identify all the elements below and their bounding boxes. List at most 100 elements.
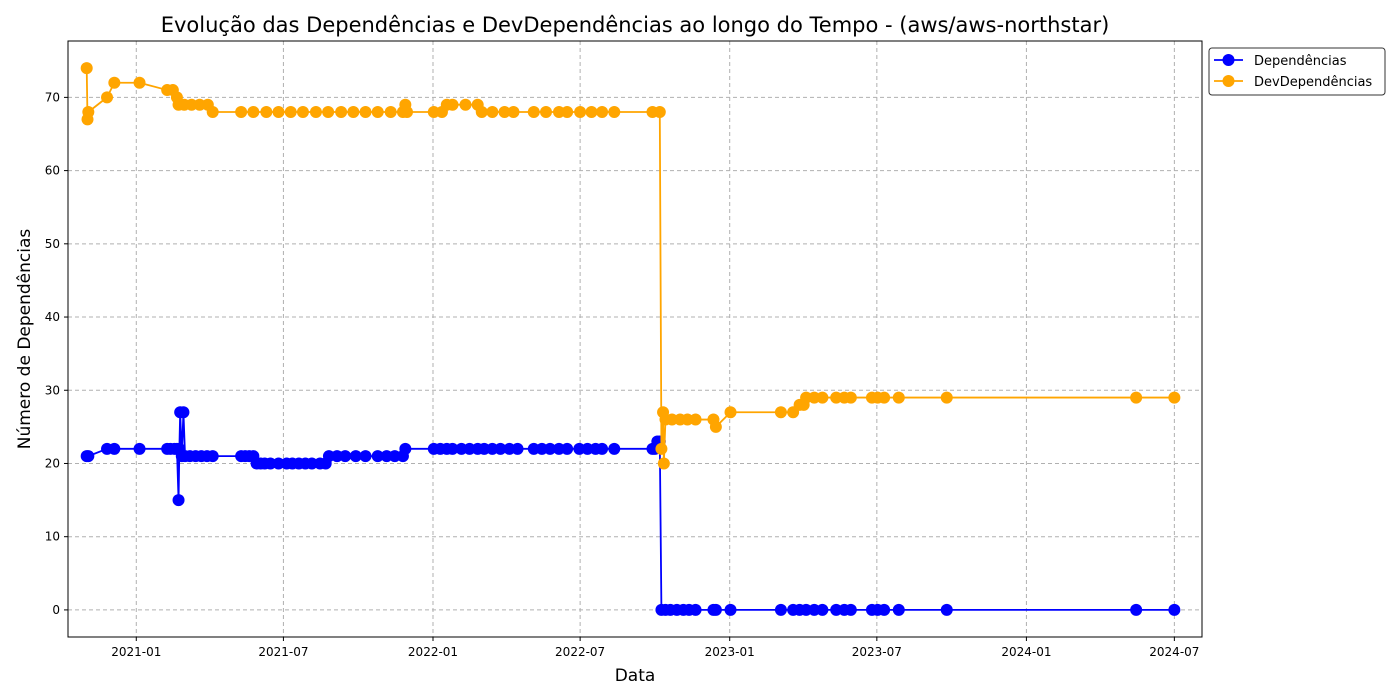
x-axis: 2021-01 2021-07 2022-01 2022-07 2023-01 2023-… (111, 637, 1199, 659)
data-point-devdependencias (108, 76, 121, 89)
x-axis-title: Data (615, 666, 656, 686)
data-point-devdependencias (459, 98, 472, 111)
series-dependencias (80, 406, 1181, 616)
data-point-dependencias (940, 603, 953, 616)
series-group (80, 62, 1181, 616)
legend-box (1208, 47, 1386, 96)
data-point-devdependencias (384, 106, 397, 119)
plot-frame (67, 40, 1203, 638)
y-axis-title: Número de Dependências (15, 229, 35, 450)
data-point-devdependencias (371, 106, 384, 119)
data-point-devdependencias (359, 106, 372, 119)
legend-marker-devdependencias (1222, 75, 1235, 87)
chart-title: Evolução das Dependências e DevDependênc… (161, 13, 1110, 37)
data-point-dependencias (561, 442, 574, 455)
data-point-devdependencias (206, 106, 219, 119)
data-point-dependencias (108, 442, 121, 455)
data-point-devdependencias (1168, 391, 1181, 404)
data-point-dependencias (133, 442, 146, 455)
data-point-dependencias (446, 442, 459, 455)
data-point-dependencias (206, 450, 219, 463)
y-tick-label: 70 (45, 90, 60, 104)
data-point-dependencias (892, 603, 905, 616)
data-point-devdependencias (527, 106, 540, 119)
data-point-dependencias (844, 603, 857, 616)
data-point-devdependencias (940, 391, 953, 404)
data-point-dependencias (816, 603, 829, 616)
data-point-devdependencias (309, 106, 322, 119)
x-tick-label: 2022-01 (408, 645, 458, 659)
data-point-dependencias (359, 450, 372, 463)
data-point-devdependencias (133, 76, 146, 89)
data-point-devdependencias (844, 391, 857, 404)
x-tick-label: 2021-01 (111, 645, 161, 659)
data-point-devdependencias (335, 106, 348, 119)
data-point-dependencias (878, 603, 891, 616)
x-tick-label: 2024-01 (1001, 645, 1051, 659)
x-tick-label: 2021-07 (258, 645, 308, 659)
data-point-devdependencias (101, 91, 114, 104)
x-tick-label: 2023-07 (852, 645, 902, 659)
data-point-devdependencias (82, 106, 95, 119)
x-tick-label: 2024-07 (1149, 645, 1199, 659)
data-point-devdependencias (347, 106, 360, 119)
data-point-devdependencias (689, 413, 702, 426)
legend: Dependências DevDependências (1208, 47, 1386, 96)
x-tick-label: 2023-01 (705, 645, 755, 659)
y-tick-label: 50 (45, 237, 60, 251)
y-tick-label: 60 (45, 164, 60, 178)
data-point-devdependencias (655, 442, 668, 455)
data-point-dependencias (608, 442, 621, 455)
data-point-devdependencias (498, 106, 511, 119)
data-point-devdependencias (561, 106, 574, 119)
data-point-devdependencias (585, 106, 598, 119)
data-point-devdependencias (400, 106, 413, 119)
data-point-devdependencias (446, 98, 459, 111)
data-point-dependencias (774, 603, 787, 616)
data-point-devdependencias (284, 106, 297, 119)
data-point-devdependencias (322, 106, 335, 119)
x-tick-label: 2022-07 (555, 645, 605, 659)
data-point-devdependencias (878, 391, 891, 404)
y-tick-label: 40 (45, 310, 60, 324)
data-point-devdependencias (260, 106, 273, 119)
data-point-dependencias (172, 494, 185, 507)
data-point-dependencias (339, 450, 352, 463)
legend-label-dependencias: Dependências (1254, 54, 1347, 69)
data-point-dependencias (511, 442, 524, 455)
data-point-devdependencias (247, 106, 260, 119)
data-point-devdependencias (80, 62, 93, 75)
data-point-dependencias (399, 442, 412, 455)
y-tick-label: 20 (45, 456, 60, 470)
data-point-dependencias (177, 406, 190, 419)
data-point-devdependencias (574, 106, 587, 119)
data-point-dependencias (544, 442, 557, 455)
gridlines (68, 41, 1202, 637)
data-point-devdependencias (235, 106, 248, 119)
data-point-devdependencias (608, 106, 621, 119)
legend-marker-dependencias (1222, 54, 1235, 66)
y-tick-label: 10 (45, 530, 60, 544)
data-point-dependencias (82, 450, 95, 463)
data-point-devdependencias (724, 406, 737, 419)
legend-label-devdependencias: DevDependências (1254, 75, 1372, 90)
data-point-dependencias (724, 603, 737, 616)
data-point-devdependencias (486, 106, 499, 119)
data-point-devdependencias (657, 457, 670, 470)
data-point-devdependencias (709, 420, 722, 433)
data-point-dependencias (494, 442, 507, 455)
data-point-devdependencias (892, 391, 905, 404)
data-point-devdependencias (507, 106, 520, 119)
y-tick-label: 30 (45, 383, 60, 397)
data-point-devdependencias (774, 406, 787, 419)
data-point-devdependencias (653, 106, 666, 119)
data-point-dependencias (1168, 603, 1181, 616)
data-point-dependencias (709, 603, 722, 616)
data-point-devdependencias (816, 391, 829, 404)
data-point-dependencias (596, 442, 609, 455)
data-point-devdependencias (272, 106, 285, 119)
data-point-devdependencias (539, 106, 552, 119)
